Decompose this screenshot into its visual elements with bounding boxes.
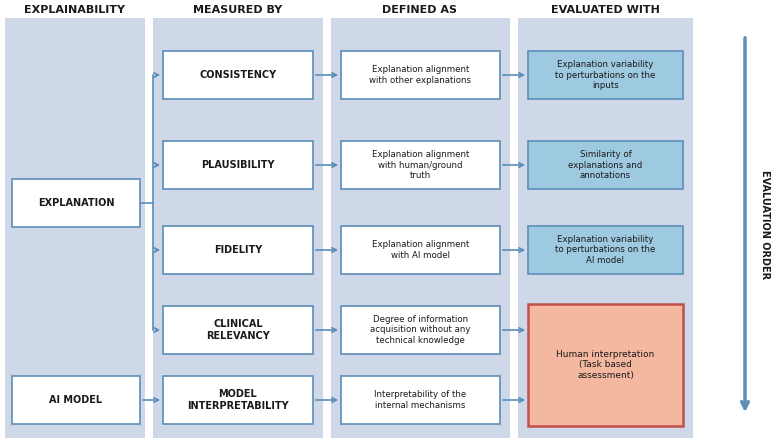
Bar <box>341 51 500 99</box>
Bar <box>5 18 145 438</box>
Bar <box>12 178 140 227</box>
Text: FIDELITY: FIDELITY <box>214 245 262 255</box>
Text: Explanation alignment
with human/ground
truth: Explanation alignment with human/ground … <box>372 150 469 180</box>
Text: EXPLAINABILITY: EXPLAINABILITY <box>24 5 125 15</box>
Text: Explanation alignment
with AI model: Explanation alignment with AI model <box>372 240 469 260</box>
Text: EXPLANATION: EXPLANATION <box>38 198 114 207</box>
Text: Interpretability of the
internal mechanisms: Interpretability of the internal mechani… <box>375 390 466 410</box>
Bar <box>341 376 500 424</box>
Text: Explanation alignment
with other explanations: Explanation alignment with other explana… <box>369 65 471 85</box>
Bar <box>341 141 500 189</box>
Bar <box>528 304 683 426</box>
Bar <box>528 51 683 99</box>
Bar <box>518 18 693 438</box>
Bar <box>341 226 500 274</box>
Text: Degree of information
acquisition without any
technical knowledge: Degree of information acquisition withou… <box>370 315 470 345</box>
Text: CONSISTENCY: CONSISTENCY <box>199 70 277 80</box>
Text: CLINICAL
RELEVANCY: CLINICAL RELEVANCY <box>206 319 270 341</box>
Bar <box>528 141 683 189</box>
Text: DEFINED AS: DEFINED AS <box>383 5 458 15</box>
Text: Explanation variability
to perturbations on the
AI model: Explanation variability to perturbations… <box>555 235 655 265</box>
Text: MEASURED BY: MEASURED BY <box>194 5 282 15</box>
Bar <box>163 226 313 274</box>
Text: Explanation variability
to perturbations on the
inputs: Explanation variability to perturbations… <box>555 60 655 90</box>
Bar <box>12 376 140 424</box>
Bar <box>341 306 500 354</box>
Bar <box>528 226 683 274</box>
Text: Human interpretation
(Task based
assessment): Human interpretation (Task based assessm… <box>557 350 655 380</box>
Text: Similarity of
explanations and
annotations: Similarity of explanations and annotatio… <box>568 150 643 180</box>
Bar <box>153 18 323 438</box>
Text: PLAUSIBILITY: PLAUSIBILITY <box>201 160 274 170</box>
Bar <box>163 306 313 354</box>
Text: EVALUATED WITH: EVALUATED WITH <box>550 5 659 15</box>
Bar <box>163 376 313 424</box>
Text: MODEL
INTERPRETABILITY: MODEL INTERPRETABILITY <box>187 389 289 411</box>
Text: AI MODEL: AI MODEL <box>49 395 103 405</box>
Bar <box>163 51 313 99</box>
Bar <box>163 141 313 189</box>
Text: EVALUATION ORDER: EVALUATION ORDER <box>760 170 770 279</box>
Bar <box>331 18 510 438</box>
